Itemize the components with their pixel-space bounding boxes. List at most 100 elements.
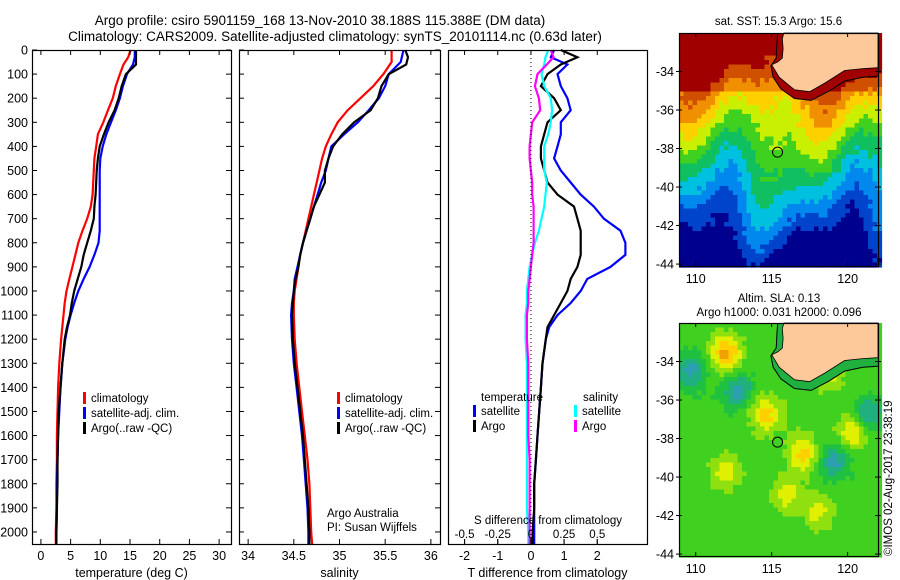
map-cell	[746, 217, 752, 223]
map-cell	[845, 525, 851, 531]
map-cell	[692, 462, 698, 468]
map-cell	[751, 534, 757, 540]
map-cell	[854, 462, 860, 468]
map-cell	[688, 417, 694, 423]
map-cell	[827, 471, 833, 477]
map-cell	[733, 177, 739, 183]
map-cell	[683, 64, 689, 70]
map-cell	[683, 96, 689, 102]
map-cell	[850, 431, 856, 437]
map-cell	[737, 262, 743, 268]
map-cell	[760, 204, 766, 210]
map-cell	[697, 213, 703, 219]
map-cell	[724, 431, 730, 437]
map-cell	[787, 132, 793, 138]
map-cell	[719, 177, 725, 183]
map-cell	[701, 136, 707, 142]
map-cell	[769, 530, 775, 536]
map-cell	[760, 235, 766, 241]
map-cell	[760, 417, 766, 423]
map-cell	[845, 449, 851, 455]
map-cell	[755, 204, 761, 210]
map-cell	[692, 96, 698, 102]
map-cell	[769, 249, 775, 255]
map-cell	[859, 96, 865, 102]
map-cell	[715, 327, 721, 333]
map-cell	[872, 118, 878, 124]
map-cell	[706, 199, 712, 205]
map-cell	[845, 498, 851, 504]
map-cell	[692, 127, 698, 133]
map-cell	[751, 494, 757, 500]
map-cell	[814, 458, 820, 464]
map-cell	[859, 444, 865, 450]
map-cell	[715, 516, 721, 522]
map-cell	[796, 213, 802, 219]
map-cell	[764, 199, 770, 205]
map-cell	[850, 476, 856, 482]
map-cell	[688, 390, 694, 396]
map-cell	[836, 503, 842, 509]
map-cell	[863, 413, 869, 419]
map-cell	[796, 262, 802, 268]
map-cell	[751, 539, 757, 545]
map-cell	[733, 208, 739, 214]
map-cell	[746, 462, 752, 468]
map-cell	[751, 516, 757, 522]
map-cell	[697, 494, 703, 500]
map-cell	[787, 386, 793, 392]
map-cell	[814, 244, 820, 250]
map-cell	[751, 114, 757, 120]
map-cell	[796, 548, 802, 554]
map-cell	[863, 422, 869, 428]
map-cell	[683, 222, 689, 228]
map-cell	[782, 226, 788, 232]
map-cell	[760, 109, 766, 115]
map-cell	[818, 217, 824, 223]
map-cell	[872, 208, 878, 214]
map-cell	[805, 114, 811, 120]
map-cell	[769, 163, 775, 169]
y-tick-label: 1900	[0, 501, 28, 515]
map-cell	[823, 195, 829, 201]
map-cell	[863, 240, 869, 246]
map-cell	[863, 480, 869, 486]
map-cell	[872, 240, 878, 246]
map-cell	[773, 132, 779, 138]
map-cell	[863, 235, 869, 241]
map-cell	[877, 127, 883, 133]
map-cell	[706, 408, 712, 414]
map-cell	[733, 534, 739, 540]
map-cell	[800, 507, 806, 513]
map-cell	[733, 118, 739, 124]
map-cell	[733, 521, 739, 527]
map-cell	[814, 132, 820, 138]
map-cell	[778, 235, 784, 241]
map-cell	[850, 530, 856, 536]
map-cell	[751, 354, 757, 360]
map-cell	[746, 471, 752, 477]
map-cell	[814, 390, 820, 396]
map-cell	[773, 172, 779, 178]
map-cell	[719, 172, 725, 178]
map-cell	[805, 118, 811, 124]
map-cell	[863, 168, 869, 174]
map-cell	[679, 195, 685, 201]
map-cell	[697, 37, 703, 43]
map-cell	[773, 489, 779, 495]
map-cell	[845, 82, 851, 88]
map-cell	[742, 480, 748, 486]
map-cell	[710, 512, 716, 518]
map-cell	[760, 172, 766, 178]
map-cell	[791, 390, 797, 396]
map-cell	[692, 109, 698, 115]
map-cell	[683, 118, 689, 124]
map-cell	[751, 159, 757, 165]
map-cell	[769, 231, 775, 237]
map-cell	[836, 395, 842, 401]
map-cell	[805, 530, 811, 536]
map-cell	[692, 132, 698, 138]
map-cell	[841, 168, 847, 174]
map-cell	[701, 190, 707, 196]
map-cell	[751, 132, 757, 138]
